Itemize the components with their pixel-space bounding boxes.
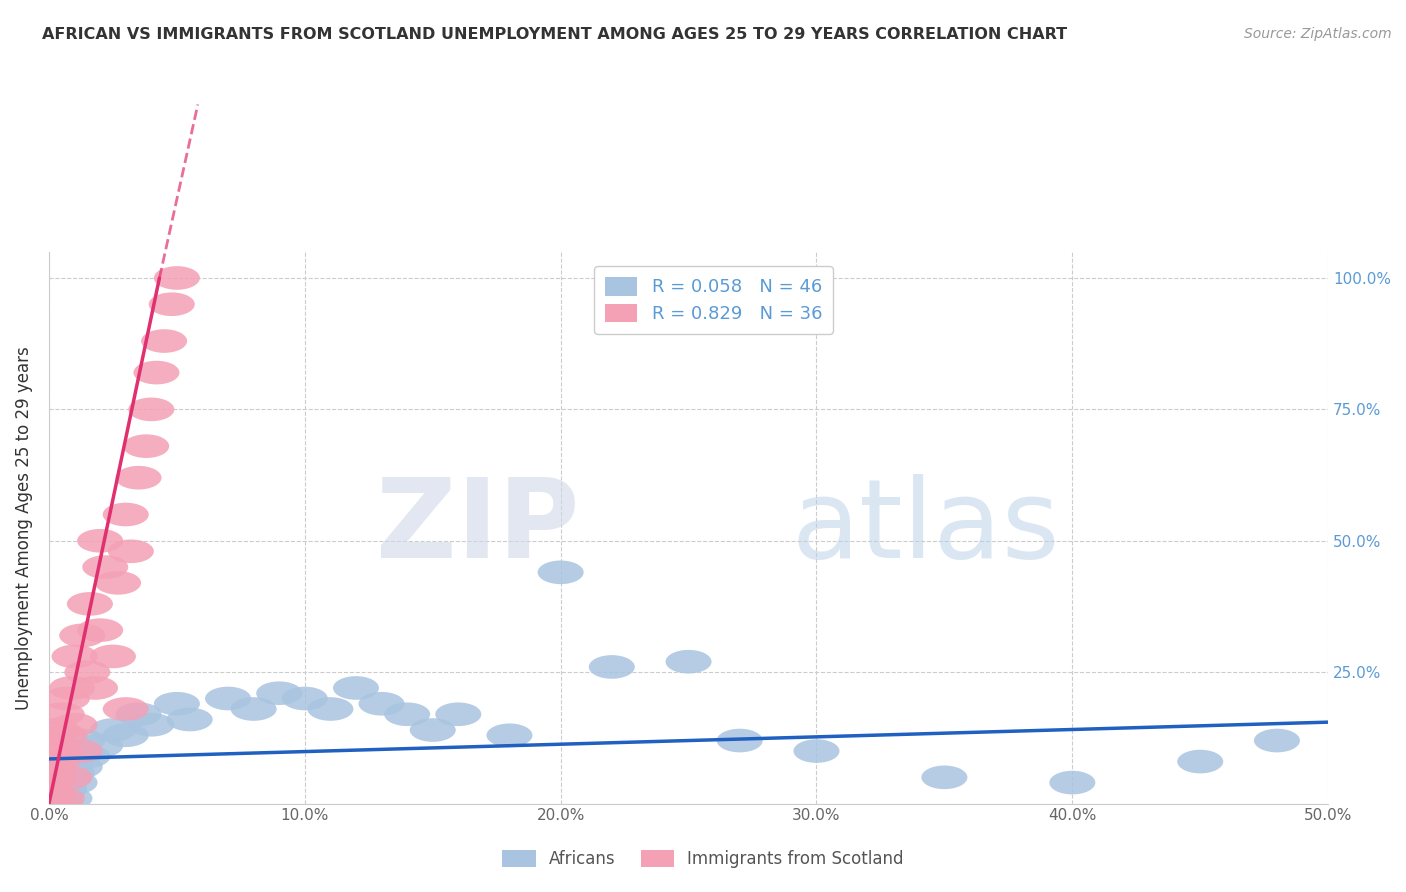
- Ellipse shape: [72, 676, 118, 700]
- Text: Source: ZipAtlas.com: Source: ZipAtlas.com: [1244, 27, 1392, 41]
- Ellipse shape: [128, 398, 174, 421]
- Ellipse shape: [308, 698, 353, 721]
- Ellipse shape: [52, 771, 97, 795]
- Ellipse shape: [77, 734, 124, 757]
- Ellipse shape: [90, 718, 136, 742]
- Ellipse shape: [44, 687, 90, 710]
- Ellipse shape: [436, 702, 481, 726]
- Text: ZIP: ZIP: [377, 475, 579, 582]
- Ellipse shape: [103, 503, 149, 526]
- Ellipse shape: [52, 645, 97, 668]
- Ellipse shape: [409, 718, 456, 742]
- Ellipse shape: [231, 698, 277, 721]
- Ellipse shape: [49, 760, 96, 784]
- Ellipse shape: [115, 702, 162, 726]
- Ellipse shape: [41, 776, 87, 799]
- Text: AFRICAN VS IMMIGRANTS FROM SCOTLAND UNEMPLOYMENT AMONG AGES 25 TO 29 YEARS CORRE: AFRICAN VS IMMIGRANTS FROM SCOTLAND UNEM…: [42, 27, 1067, 42]
- Ellipse shape: [1049, 771, 1095, 795]
- Ellipse shape: [31, 792, 77, 815]
- Ellipse shape: [1254, 729, 1301, 752]
- Ellipse shape: [37, 792, 82, 815]
- Ellipse shape: [49, 676, 96, 700]
- Ellipse shape: [34, 750, 80, 773]
- Ellipse shape: [103, 723, 149, 747]
- Ellipse shape: [37, 760, 82, 784]
- Ellipse shape: [28, 765, 75, 789]
- Ellipse shape: [153, 692, 200, 715]
- Ellipse shape: [281, 687, 328, 710]
- Ellipse shape: [39, 702, 84, 726]
- Ellipse shape: [128, 713, 174, 737]
- Ellipse shape: [589, 655, 636, 679]
- Ellipse shape: [384, 702, 430, 726]
- Legend: Africans, Immigrants from Scotland: Africans, Immigrants from Scotland: [495, 843, 911, 875]
- Ellipse shape: [39, 787, 84, 810]
- Ellipse shape: [103, 698, 149, 721]
- Ellipse shape: [134, 360, 180, 384]
- Ellipse shape: [39, 755, 84, 779]
- Ellipse shape: [31, 765, 77, 789]
- Ellipse shape: [793, 739, 839, 763]
- Ellipse shape: [46, 765, 93, 789]
- Ellipse shape: [41, 723, 87, 747]
- Ellipse shape: [28, 729, 75, 752]
- Ellipse shape: [537, 560, 583, 584]
- Ellipse shape: [665, 650, 711, 673]
- Ellipse shape: [44, 765, 90, 789]
- Legend: R = 0.058   N = 46, R = 0.829   N = 36: R = 0.058 N = 46, R = 0.829 N = 36: [593, 266, 832, 334]
- Ellipse shape: [124, 434, 169, 458]
- Ellipse shape: [486, 723, 533, 747]
- Ellipse shape: [108, 540, 153, 563]
- Ellipse shape: [153, 266, 200, 290]
- Ellipse shape: [77, 618, 124, 642]
- Ellipse shape: [52, 713, 97, 737]
- Ellipse shape: [37, 739, 82, 763]
- Text: atlas: atlas: [792, 475, 1059, 582]
- Ellipse shape: [28, 787, 75, 810]
- Ellipse shape: [56, 739, 103, 763]
- Ellipse shape: [34, 718, 80, 742]
- Ellipse shape: [34, 787, 80, 810]
- Ellipse shape: [115, 466, 162, 490]
- Ellipse shape: [96, 571, 141, 595]
- Ellipse shape: [31, 792, 77, 815]
- Ellipse shape: [65, 660, 111, 684]
- Y-axis label: Unemployment Among Ages 25 to 29 years: Unemployment Among Ages 25 to 29 years: [15, 346, 32, 709]
- Ellipse shape: [28, 755, 75, 779]
- Ellipse shape: [333, 676, 380, 700]
- Ellipse shape: [28, 781, 75, 805]
- Ellipse shape: [52, 745, 97, 768]
- Ellipse shape: [256, 681, 302, 705]
- Ellipse shape: [56, 755, 103, 779]
- Ellipse shape: [359, 692, 405, 715]
- Ellipse shape: [39, 781, 84, 805]
- Ellipse shape: [205, 687, 252, 710]
- Ellipse shape: [1177, 750, 1223, 773]
- Ellipse shape: [149, 293, 195, 316]
- Ellipse shape: [717, 729, 762, 752]
- Ellipse shape: [141, 329, 187, 353]
- Ellipse shape: [67, 592, 112, 615]
- Ellipse shape: [46, 787, 93, 810]
- Ellipse shape: [77, 529, 124, 553]
- Ellipse shape: [34, 771, 80, 795]
- Ellipse shape: [59, 624, 105, 648]
- Ellipse shape: [31, 776, 77, 799]
- Ellipse shape: [59, 729, 105, 752]
- Ellipse shape: [90, 645, 136, 668]
- Ellipse shape: [921, 765, 967, 789]
- Ellipse shape: [82, 555, 128, 579]
- Ellipse shape: [167, 707, 212, 731]
- Ellipse shape: [65, 745, 111, 768]
